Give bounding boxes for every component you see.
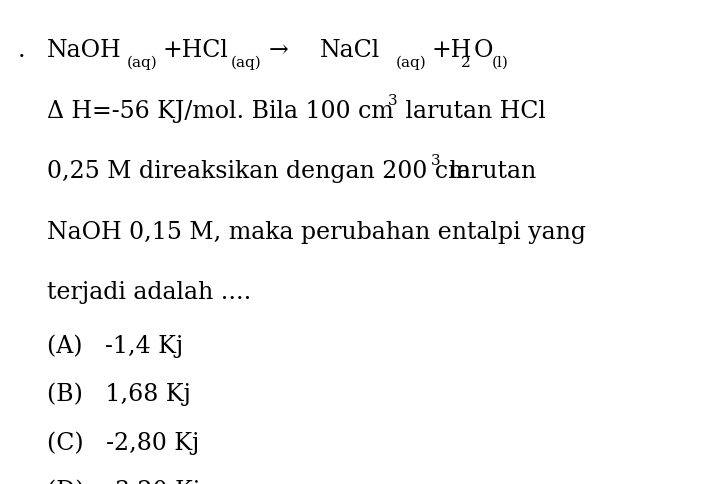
- Text: (D)   -3,20 Kj: (D) -3,20 Kj: [47, 480, 201, 484]
- Text: NaOH: NaOH: [47, 39, 122, 62]
- Text: (aq): (aq): [231, 56, 262, 70]
- Text: →: →: [269, 39, 289, 62]
- Text: (l): (l): [491, 56, 508, 70]
- Text: (aq): (aq): [127, 56, 158, 70]
- Text: 2: 2: [461, 56, 470, 70]
- Text: (B)   1,68 Kj: (B) 1,68 Kj: [47, 383, 191, 406]
- Text: +H: +H: [431, 39, 471, 62]
- Text: Δ H=-56 KJ/mol. Bila 100 cm: Δ H=-56 KJ/mol. Bila 100 cm: [47, 100, 394, 123]
- Text: NaCl: NaCl: [320, 39, 380, 62]
- Text: terjadi adalah ....: terjadi adalah ....: [47, 281, 252, 304]
- Text: 3: 3: [431, 154, 441, 168]
- Text: NaOH 0,15 M, maka perubahan entalpi yang: NaOH 0,15 M, maka perubahan entalpi yang: [47, 221, 586, 244]
- Text: (A)   -1,4 Kj: (A) -1,4 Kj: [47, 334, 183, 358]
- Text: (C)   -2,80 Kj: (C) -2,80 Kj: [47, 431, 200, 454]
- Text: .: .: [18, 39, 25, 62]
- Text: O: O: [473, 39, 493, 62]
- Text: larutan: larutan: [442, 160, 537, 183]
- Text: larutan HCl: larutan HCl: [398, 100, 546, 123]
- Text: (aq): (aq): [396, 56, 427, 70]
- Text: +HCl: +HCl: [162, 39, 228, 62]
- Text: 3: 3: [387, 94, 397, 107]
- Text: 0,25 M direaksikan dengan 200 cm: 0,25 M direaksikan dengan 200 cm: [47, 160, 471, 183]
